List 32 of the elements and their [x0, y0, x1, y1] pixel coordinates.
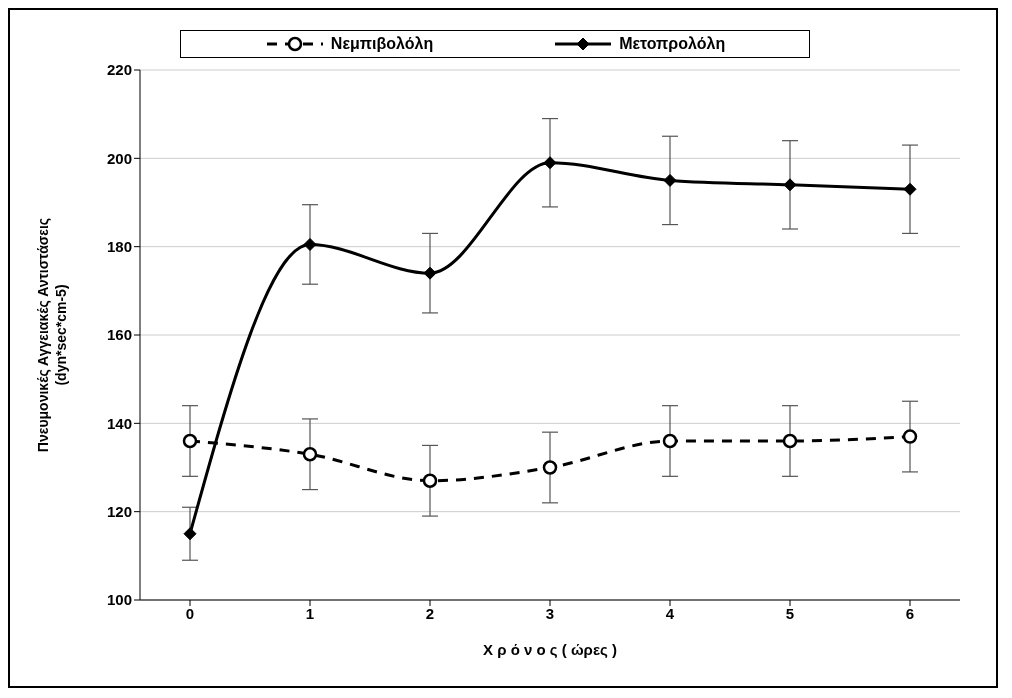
point [783, 178, 797, 192]
x-tick-label: 1 [305, 604, 315, 622]
x-tick-label: 2 [425, 604, 435, 622]
point [903, 182, 917, 196]
y-tick-label: 100 [106, 591, 132, 609]
point [303, 237, 317, 251]
y-tick-label: 180 [106, 237, 132, 255]
legend-label: Μετοπρολόλη [618, 35, 726, 53]
x-tick-label: 6 [905, 604, 915, 622]
point [302, 447, 318, 462]
y-tick-label: 140 [106, 414, 132, 432]
legend-label: Νεμπιβολόλη [329, 35, 434, 53]
x-axis-title: Χ ρ ό ν ο ς ( ώρες ) [483, 641, 617, 658]
point [662, 433, 678, 449]
y-tick-label: 160 [106, 326, 132, 344]
x-tick-label: 5 [785, 604, 795, 622]
x-tick-label: 4 [665, 604, 675, 622]
point [782, 433, 798, 449]
x-tick-label: 3 [545, 604, 555, 622]
point [183, 527, 197, 541]
point [663, 173, 677, 187]
y-tick-label: 200 [106, 149, 132, 167]
y-tick-label: 220 [106, 61, 132, 79]
point [902, 429, 918, 444]
point [423, 266, 437, 280]
y-tick-label: 120 [106, 502, 132, 520]
point [422, 473, 438, 488]
point [543, 156, 557, 170]
point [542, 460, 558, 475]
point [182, 433, 198, 449]
x-tick-label: 0 [185, 604, 195, 622]
y-axis-title: Πνευμονικές Αγγειακές Αντιστάσεις (dyn*sec*cm-5) [35, 217, 69, 453]
